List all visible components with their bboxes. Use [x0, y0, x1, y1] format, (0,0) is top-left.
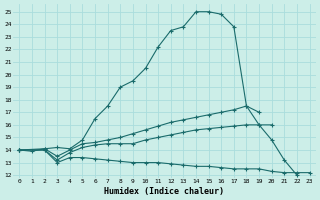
X-axis label: Humidex (Indice chaleur): Humidex (Indice chaleur) [104, 187, 224, 196]
